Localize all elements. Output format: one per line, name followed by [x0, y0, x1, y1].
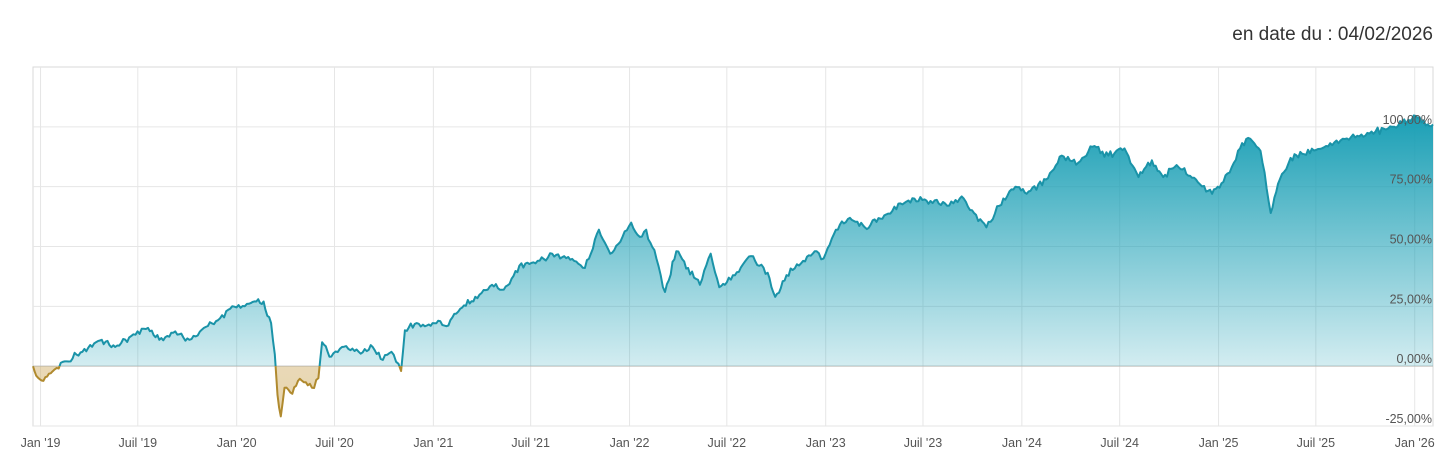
x-tick-label: Jan '20: [217, 436, 257, 450]
x-tick-label: Jan '23: [806, 436, 846, 450]
x-axis-ticks: Jan '19 Juil '19 Jan '20 Juil '20 Jan '21 Jui…: [21, 436, 1435, 450]
x-tick-label: Jan '24: [1002, 436, 1042, 450]
x-tick-label: Juil '24: [1100, 436, 1139, 450]
y-tick-label: 75,00%: [1390, 173, 1432, 187]
x-tick-label: Jan '19: [21, 436, 61, 450]
x-tick-label: Juil '19: [119, 436, 158, 450]
x-tick-label: Juil '20: [315, 436, 354, 450]
x-tick-label: Jan '22: [610, 436, 650, 450]
x-tick-label: Juil '22: [708, 436, 747, 450]
y-tick-label: 100,00%: [1383, 113, 1432, 127]
x-tick-label: Juil '21: [511, 436, 550, 450]
x-tick-label: Jan '26: [1395, 436, 1435, 450]
y-tick-label: 50,00%: [1390, 233, 1432, 247]
x-tick-label: Juil '23: [904, 436, 943, 450]
series-line-positive: [33, 114, 1434, 367]
positive-area: [59, 115, 1433, 367]
y-tick-label: -25,00%: [1385, 412, 1432, 426]
y-tick-label: 25,00%: [1390, 292, 1432, 306]
y-tick-label: 0,00%: [1397, 352, 1432, 366]
date-label: en date du : 04/02/2026: [1232, 24, 1433, 45]
x-tick-label: Juil '25: [1297, 436, 1336, 450]
x-tick-label: Jan '21: [413, 436, 453, 450]
y-axis-ticks: 100,00% 75,00% 50,00% 25,00% 0,00% -25,00%: [1383, 113, 1432, 426]
x-tick-label: Jan '25: [1199, 436, 1239, 450]
